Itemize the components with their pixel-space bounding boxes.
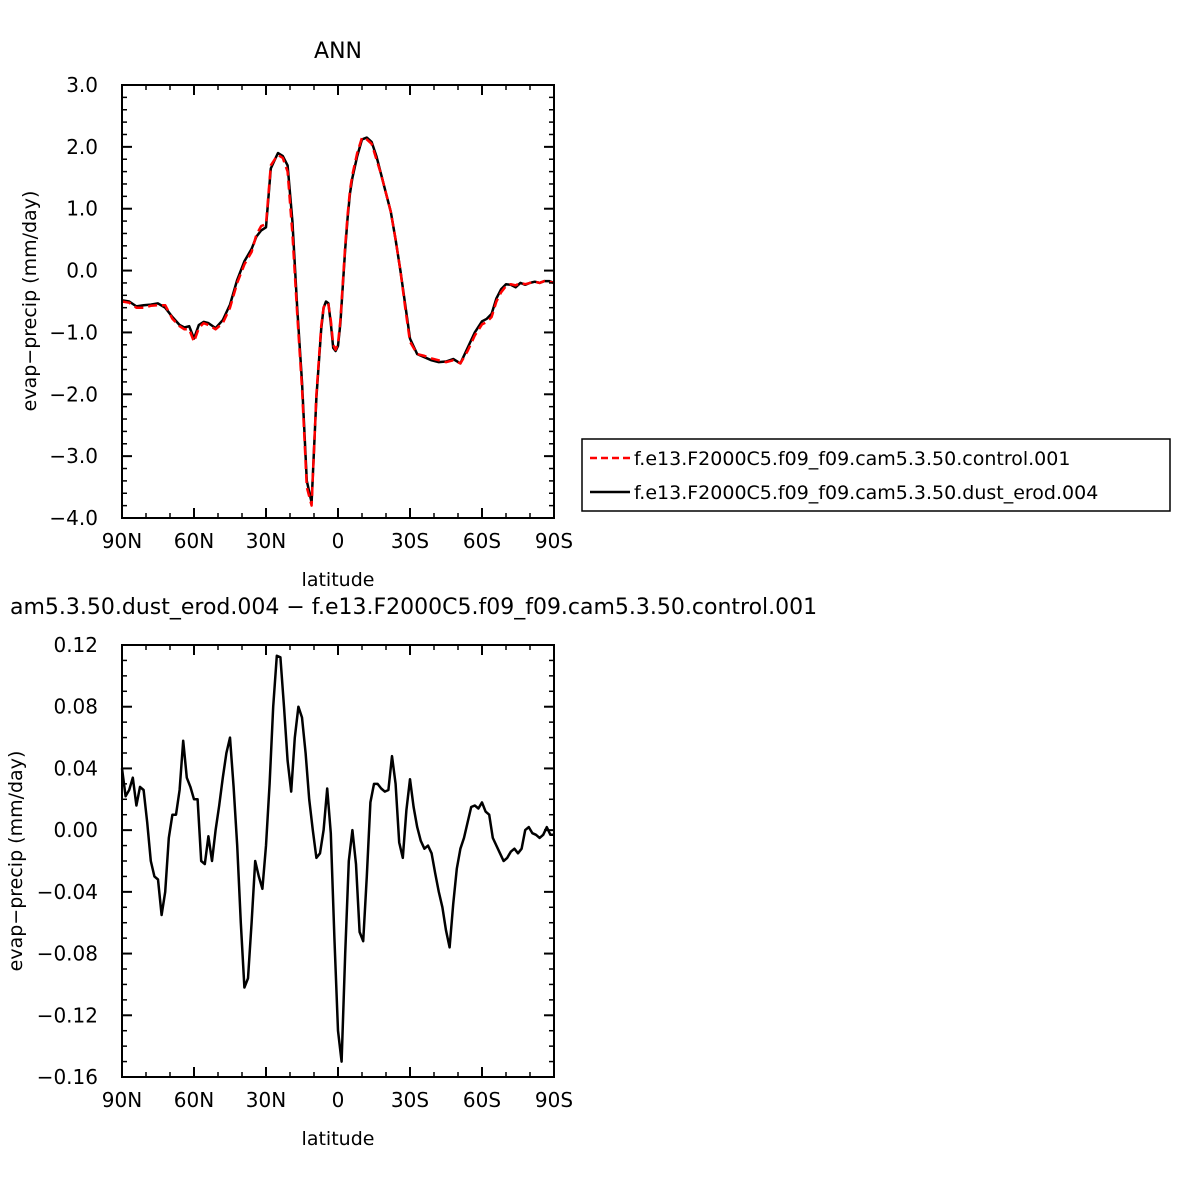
y-tick-label: 3.0 bbox=[66, 73, 98, 97]
bottom-panel-axes: 90N 60N 30N 0 30S 60S 90S −0.16 −0.12 −0.08 −0.04 0… bbox=[37, 633, 573, 1112]
y-tick-label: 0.0 bbox=[66, 259, 98, 283]
y-tick-label: −3.0 bbox=[49, 444, 98, 468]
legend-box bbox=[581, 438, 1171, 512]
y-tick-label: 0.00 bbox=[53, 818, 98, 842]
x-tick-label: 30S bbox=[391, 529, 429, 553]
bottom-panel: am5.3.50.dust_erod.004 − f.e13.F2000C5.f… bbox=[5, 595, 817, 1150]
y-tick-label: −2.0 bbox=[49, 382, 98, 406]
x-tick-label: 60N bbox=[174, 1088, 214, 1112]
x-tick-label: 0 bbox=[332, 529, 345, 553]
top-panel-series-group bbox=[121, 136, 555, 507]
y-tick-label: −0.04 bbox=[37, 880, 98, 904]
x-tick-label: 90N bbox=[102, 1088, 142, 1112]
top-panel-title: ANN bbox=[314, 39, 362, 64]
y-tick-label: 0.08 bbox=[53, 695, 98, 719]
series-line-1-0 bbox=[120, 654, 554, 1063]
x-tick-label: 30N bbox=[246, 529, 286, 553]
y-tick-label: 1.0 bbox=[66, 197, 98, 221]
series-line-0-0 bbox=[121, 136, 555, 507]
bottom-panel-title: am5.3.50.dust_erod.004 − f.e13.F2000C5.f… bbox=[10, 595, 817, 620]
legend: f.e13.F2000C5.f09_f09.cam5.3.50.control.… bbox=[581, 438, 1171, 512]
x-tick-label: 60S bbox=[463, 529, 501, 553]
x-tick-label: 30N bbox=[246, 1088, 286, 1112]
bottom-panel-series-group bbox=[120, 654, 554, 1063]
x-tick-label: 90S bbox=[535, 529, 573, 553]
top-panel: ANN 90N 60N 30N 0 30S 60S 90S −4.0 −3.0 −2.0 −1.0 0… bbox=[19, 39, 573, 591]
series-line-0-1 bbox=[121, 136, 555, 504]
top-panel-axes: 90N 60N 30N 0 30S 60S 90S −4.0 −3.0 −2.0 −1.0 0.0 1.… bbox=[49, 73, 573, 553]
top-panel-y-axis-label: evap−precip (mm/day) bbox=[19, 191, 41, 412]
top-panel-frame bbox=[121, 84, 555, 519]
y-tick-label: −1.0 bbox=[49, 320, 98, 344]
x-tick-label: 60N bbox=[174, 529, 214, 553]
x-tick-label: 90N bbox=[102, 529, 142, 553]
x-tick-label: 60S bbox=[463, 1088, 501, 1112]
y-tick-label: 2.0 bbox=[66, 135, 98, 159]
y-tick-label: 0.12 bbox=[53, 633, 98, 657]
y-tick-label: −0.12 bbox=[37, 1003, 98, 1027]
y-tick-label: −0.08 bbox=[37, 942, 98, 966]
y-tick-label: −0.16 bbox=[37, 1065, 98, 1089]
top-panel-x-axis-label: latitude bbox=[302, 569, 375, 591]
y-tick-label: 0.04 bbox=[53, 756, 98, 780]
x-tick-label: 0 bbox=[332, 1088, 345, 1112]
legend-label-control: f.e13.F2000C5.f09_f09.cam5.3.50.control.… bbox=[634, 448, 1070, 470]
x-tick-label: 90S bbox=[535, 1088, 573, 1112]
legend-label-dust-erod: f.e13.F2000C5.f09_f09.cam5.3.50.dust_ero… bbox=[634, 482, 1098, 504]
y-tick-label: −4.0 bbox=[49, 506, 98, 530]
x-tick-label: 30S bbox=[391, 1088, 429, 1112]
bottom-panel-y-axis-label: evap−precip (mm/day) bbox=[5, 751, 27, 972]
bottom-panel-x-axis-label: latitude bbox=[302, 1128, 375, 1150]
